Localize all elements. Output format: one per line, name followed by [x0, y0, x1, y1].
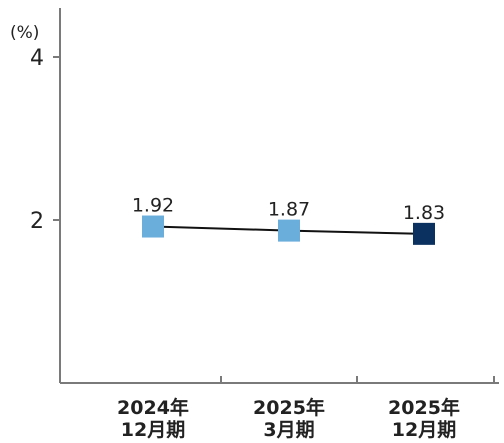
- data-point-marker: [142, 215, 164, 238]
- x-tick-label-line: 2025年: [253, 396, 325, 419]
- x-tick-label: 2025年 3月期: [253, 396, 325, 439]
- y-tick-label: 4: [30, 46, 44, 71]
- x-tick-label-line: 12月期: [392, 419, 456, 439]
- x-tick-label-line: 2024年: [117, 396, 189, 419]
- y-unit-label: (%): [10, 23, 39, 43]
- y-ticks: 24: [30, 46, 60, 234]
- series: 1.92 1.87 1.83: [132, 195, 445, 245]
- data-point-marker: [413, 222, 435, 245]
- x-tick-label: 2025年 12月期: [388, 396, 460, 439]
- data-label: 1.87: [268, 199, 310, 221]
- x-tick-label: 2024年 12月期: [117, 396, 189, 439]
- x-tick-label-line: 3月期: [263, 419, 314, 439]
- data-label: 1.83: [403, 202, 445, 224]
- x-tick-label-line: 12月期: [121, 419, 185, 439]
- x-tick-label-line: 2025年: [388, 396, 460, 419]
- data-label: 1.92: [132, 195, 174, 217]
- y-tick-label: 2: [30, 209, 44, 234]
- data-point-marker: [278, 219, 300, 242]
